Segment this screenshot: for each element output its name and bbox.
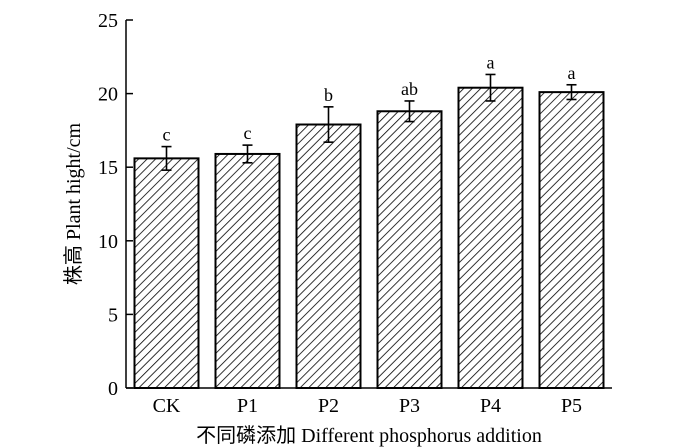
x-ticks-group: CK P1 P2 P3 P4 P5 — [153, 395, 582, 417]
significance-label-p5: a — [568, 63, 576, 83]
y-tick-label-10: 10 — [98, 231, 118, 253]
significance-label-p1: c — [244, 123, 252, 143]
x-tick-label-p3: P3 — [399, 395, 420, 417]
bar-p2 — [295, 123, 362, 390]
x-tick-label-ck: CK — [153, 395, 181, 417]
bar-p4 — [457, 86, 524, 389]
y-ticks-group: 0 5 10 15 20 25 — [98, 10, 133, 400]
y-tick-label-25: 25 — [98, 10, 118, 32]
x-tick-label-p5: P5 — [561, 395, 582, 417]
bar-p5 — [538, 91, 605, 390]
x-tick-label-p4: P4 — [480, 395, 501, 417]
x-axis-label: 不同磷添加 Different phosphorus addition — [196, 424, 542, 447]
y-tick-label-20: 20 — [98, 84, 118, 106]
bar-p3 — [376, 110, 443, 389]
x-tick-label-p1: P1 — [237, 395, 258, 417]
significance-labels-group: c c b ab a a — [163, 52, 576, 144]
y-tick-label-5: 5 — [108, 304, 118, 326]
y-tick-label-15: 15 — [98, 157, 118, 179]
significance-label-ck: c — [163, 125, 171, 145]
error-bars-group — [161, 73, 577, 171]
axes-group — [125, 20, 612, 389]
significance-label-p3: ab — [401, 79, 418, 99]
bars-group — [133, 86, 605, 390]
y-tick-label-0: 0 — [108, 378, 118, 400]
bar-p1 — [214, 152, 281, 389]
significance-label-p4: a — [487, 52, 495, 72]
bar-ck — [133, 157, 200, 389]
significance-label-p2: b — [324, 85, 333, 105]
x-tick-label-p2: P2 — [318, 395, 339, 417]
y-axis-label: 株高 Plant hight/cm — [62, 122, 85, 285]
